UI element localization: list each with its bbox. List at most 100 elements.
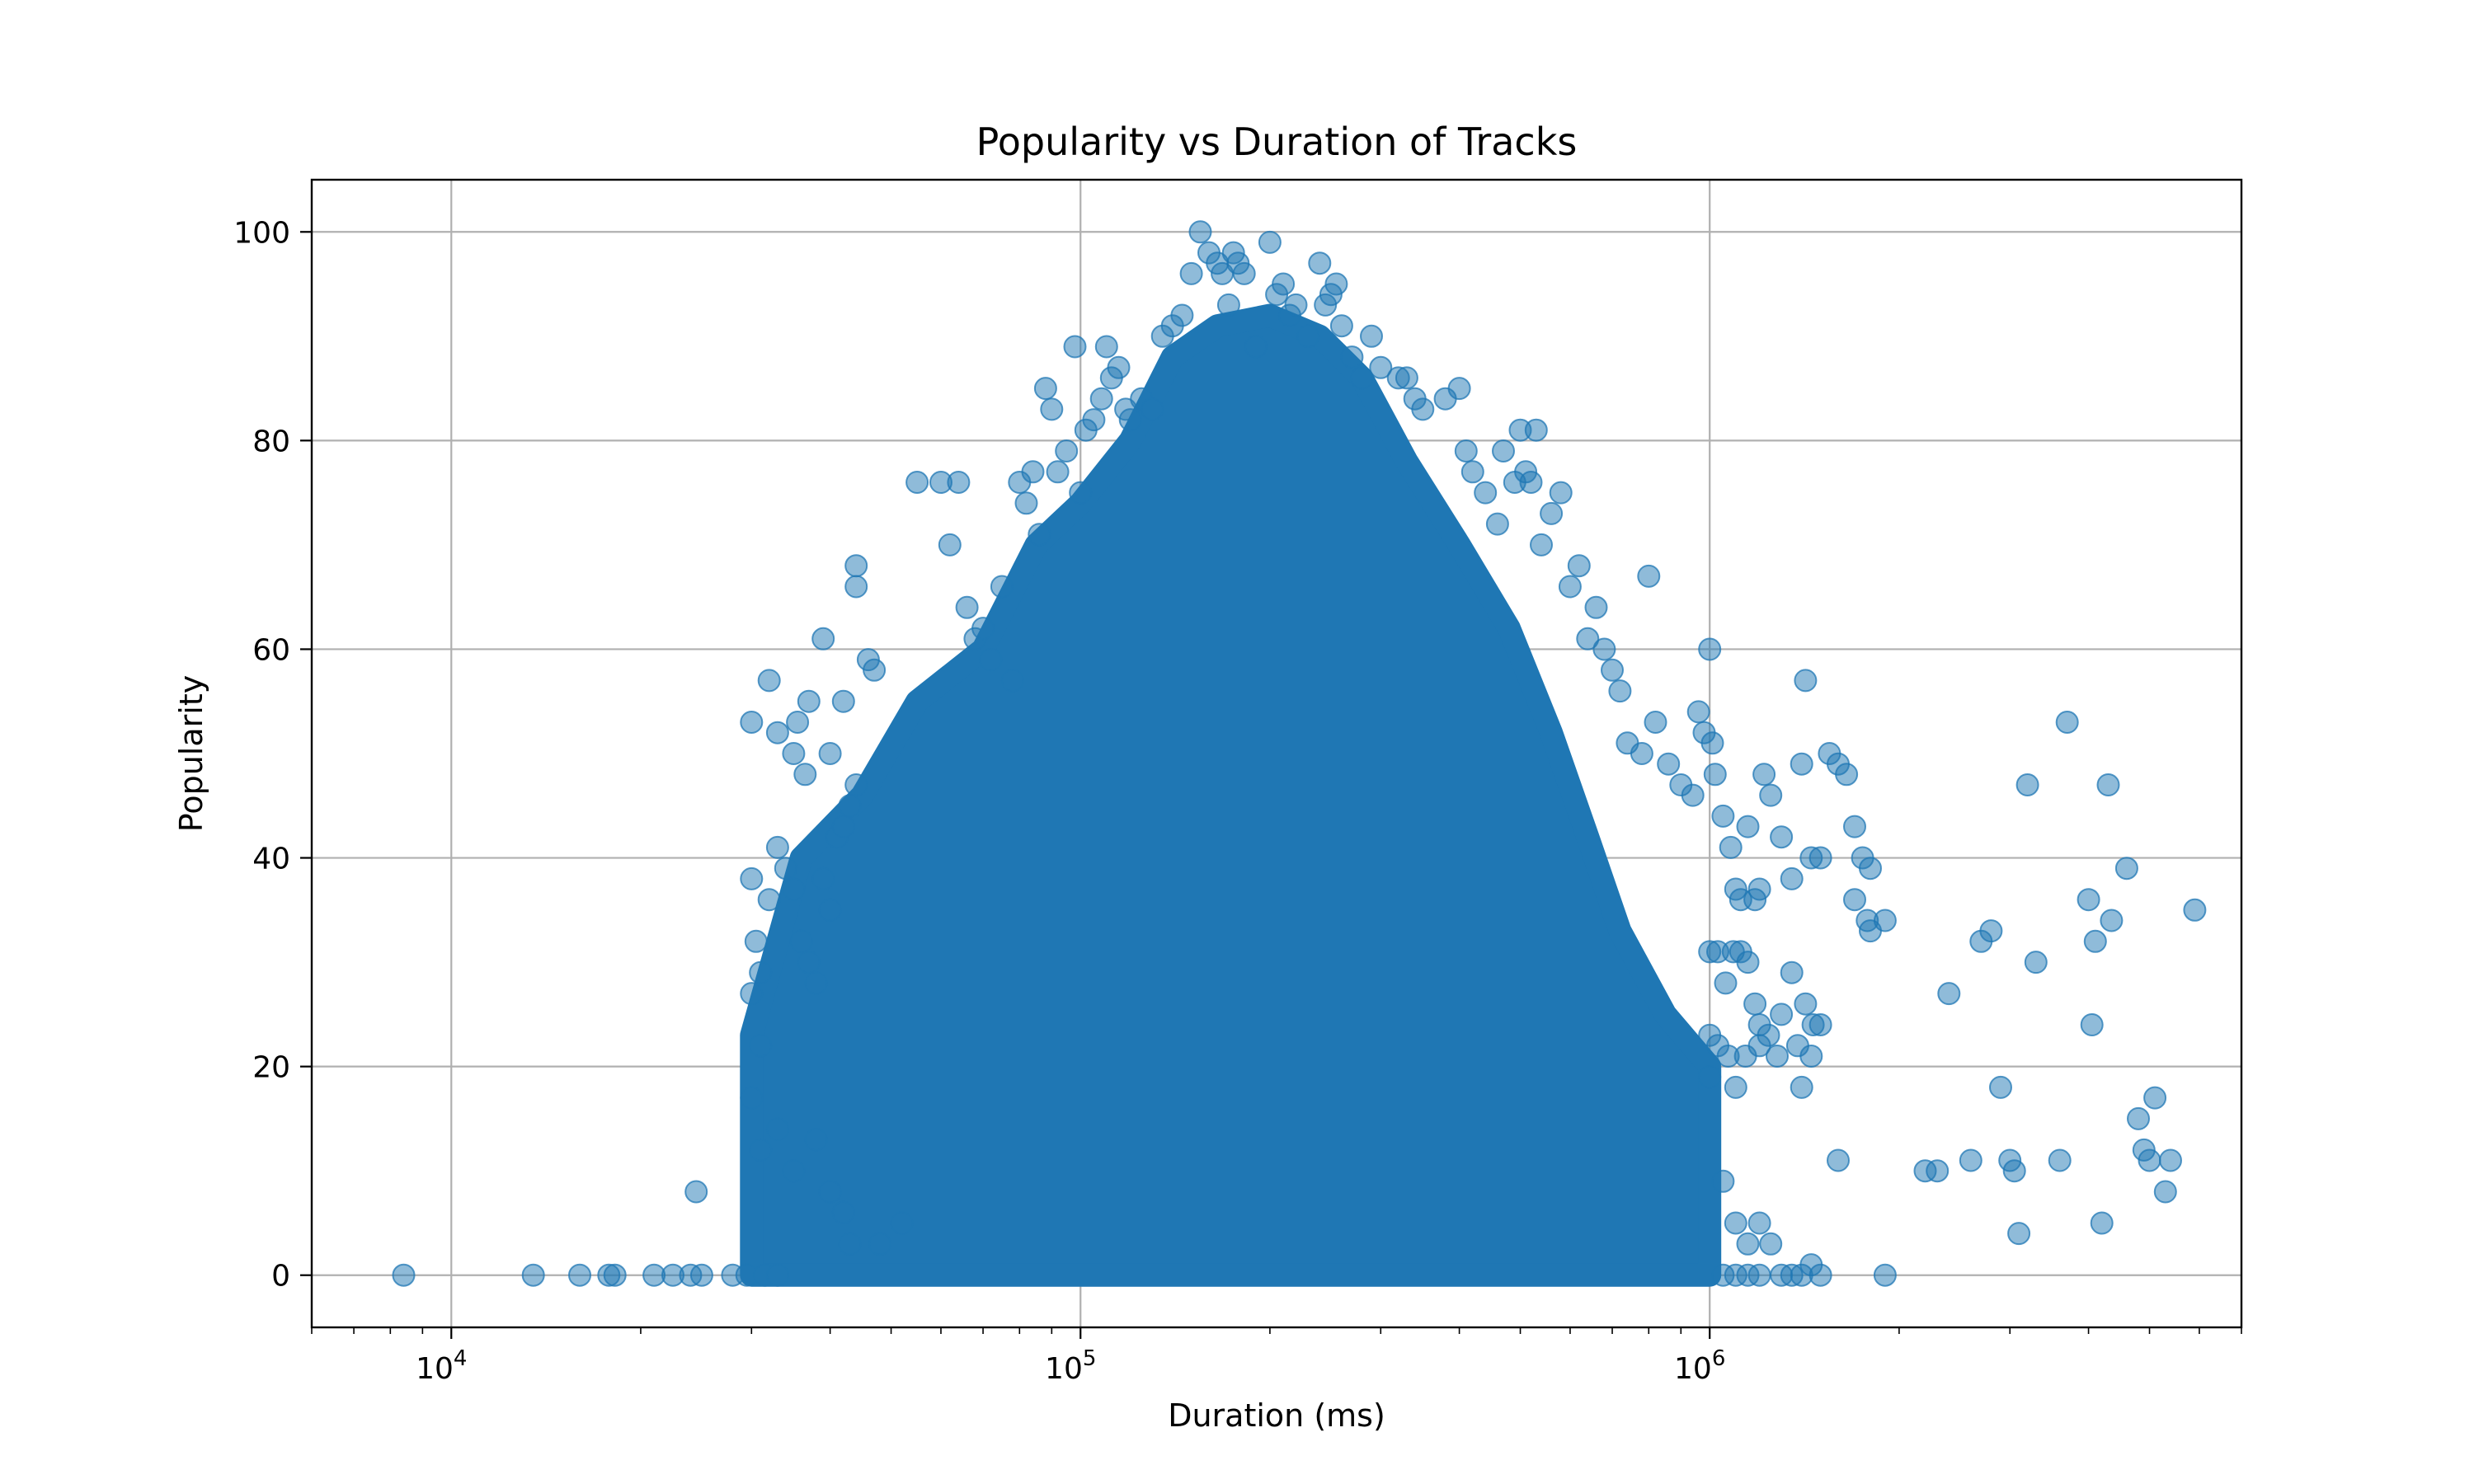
data-point [1524, 418, 1548, 442]
data-point [1794, 992, 1818, 1016]
data-point [831, 1200, 855, 1224]
y-axis-label: Popularity [173, 675, 209, 832]
data-point [1752, 763, 1776, 787]
data-point [838, 794, 862, 818]
data-point [838, 1232, 862, 1256]
x-axis-ticks: 104 105 106 [311, 1327, 2242, 1386]
data-point [818, 742, 842, 765]
data-point [863, 658, 887, 682]
data-point [804, 1128, 828, 1152]
data-point [804, 971, 828, 995]
data-point [1608, 679, 1632, 703]
data-point [797, 951, 821, 974]
data-point [938, 533, 962, 556]
data-point [1780, 866, 1804, 890]
data-point [689, 1263, 713, 1287]
data-point [1698, 1065, 1722, 1089]
data-point [811, 627, 835, 650]
data-point [1736, 815, 1760, 838]
y-tick-label: 60 [252, 633, 290, 667]
data-point [786, 711, 810, 734]
dense-point-cloud [740, 303, 1722, 1287]
y-tick-label: 0 [271, 1260, 290, 1294]
data-point [749, 1138, 773, 1162]
data-point [774, 857, 797, 881]
data-point [793, 763, 817, 787]
data-point [2007, 1222, 2031, 1246]
data-point [1540, 501, 1564, 525]
data-point [831, 689, 855, 713]
data-point [1395, 366, 1418, 390]
data-point [2015, 773, 2039, 796]
data-point [2080, 1013, 2104, 1036]
data-point [1747, 1034, 1771, 1058]
y-tick-label: 40 [252, 843, 290, 876]
data-point [1369, 355, 1393, 379]
data-point [979, 648, 1003, 672]
data-point [1558, 575, 1582, 599]
data-point [1770, 825, 1794, 849]
data-point [1094, 335, 1118, 359]
data-point [740, 1086, 764, 1110]
data-point [782, 1159, 806, 1183]
data-point [1188, 220, 1212, 244]
x-tick-label: 105 [1045, 1346, 1096, 1386]
data-point [1567, 554, 1591, 578]
data-point [1284, 293, 1308, 317]
data-point [789, 929, 813, 953]
data-point [1724, 1075, 1747, 1099]
data-point [757, 669, 781, 693]
data-point [1743, 992, 1767, 1016]
data-point [1926, 1159, 1950, 1183]
data-point [1959, 1148, 1982, 1172]
data-point [1411, 397, 1435, 421]
data-point [2127, 1106, 2150, 1130]
data-point [1700, 731, 1724, 755]
data-point [1244, 335, 1268, 359]
data-point [2096, 773, 2120, 796]
y-axis-ticks: 0 20 40 60 80 100 [233, 216, 312, 1294]
data-point [818, 1180, 842, 1204]
y-tick-label: 100 [233, 216, 290, 250]
data-point [1340, 345, 1364, 369]
data-point [1736, 951, 1760, 974]
data-point [2159, 1148, 2182, 1172]
data-point [749, 1034, 773, 1058]
data-point [1780, 960, 1804, 984]
data-point [811, 866, 835, 890]
data-point [1843, 888, 1866, 912]
data-point [1082, 408, 1106, 432]
data-point [1474, 481, 1498, 505]
data-point [1519, 471, 1543, 494]
data-point [1296, 324, 1320, 348]
data-point [1089, 387, 1113, 411]
x-axis-label: Duration (ms) [1168, 1397, 1385, 1434]
data-point [831, 815, 855, 838]
data-point [1170, 303, 1194, 327]
data-point [392, 1263, 416, 1287]
data-point [1711, 1169, 1735, 1193]
data-point [757, 888, 781, 912]
data-point [1584, 595, 1608, 619]
data-point [1492, 439, 1515, 463]
data-point [1046, 460, 1070, 484]
data-point [1790, 1075, 1813, 1099]
data-point [568, 1263, 591, 1287]
data-point [1179, 261, 1203, 285]
data-point [1107, 355, 1131, 379]
data-point [890, 1211, 914, 1235]
data-point [1040, 397, 1064, 421]
data-point [1989, 1075, 2012, 1099]
data-point [603, 1263, 627, 1287]
data-point [1601, 658, 1624, 682]
data-point [1485, 512, 1509, 536]
data-point [1308, 251, 1332, 275]
data-point [2100, 909, 2124, 932]
data-point [1454, 439, 1478, 463]
data-point [1350, 366, 1374, 390]
data-point [1799, 1045, 1823, 1068]
data-point [2055, 711, 2079, 734]
data-point [1028, 523, 1051, 547]
data-point [905, 471, 929, 494]
